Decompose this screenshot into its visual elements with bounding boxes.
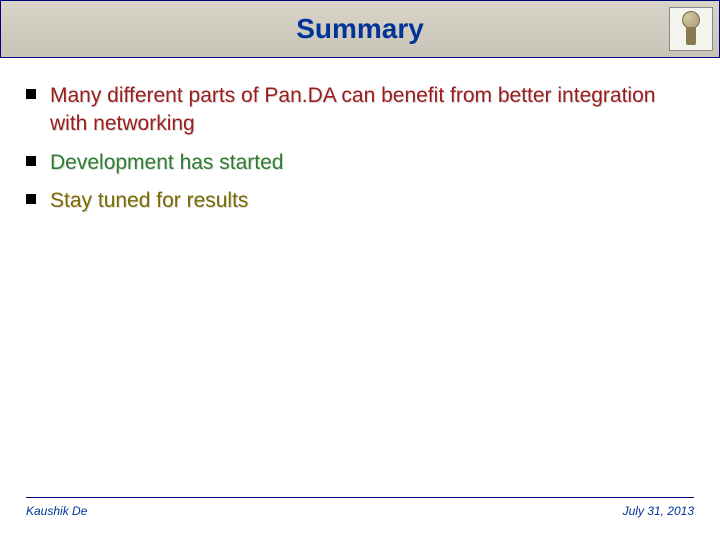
slide-title: Summary xyxy=(296,13,424,45)
footer-author: Kaushik De xyxy=(26,504,87,518)
bullet-item: Many different parts of Pan.DA can benef… xyxy=(26,82,694,139)
bullet-marker-icon xyxy=(26,89,36,99)
bullet-text: Stay tuned for results xyxy=(50,187,248,215)
bullet-item: Development has started xyxy=(26,149,694,177)
footer: Kaushik De July 31, 2013 xyxy=(26,497,694,518)
bullet-text: Development has started xyxy=(50,149,283,177)
content-area: Many different parts of Pan.DA can benef… xyxy=(0,58,720,215)
bullet-marker-icon xyxy=(26,156,36,166)
footer-divider xyxy=(26,497,694,498)
footer-date: July 31, 2013 xyxy=(623,504,694,518)
bullet-item: Stay tuned for results xyxy=(26,187,694,215)
title-bar: Summary xyxy=(0,0,720,58)
atlas-figure-icon xyxy=(669,7,713,51)
bullet-text: Many different parts of Pan.DA can benef… xyxy=(50,82,694,139)
bullet-marker-icon xyxy=(26,194,36,204)
